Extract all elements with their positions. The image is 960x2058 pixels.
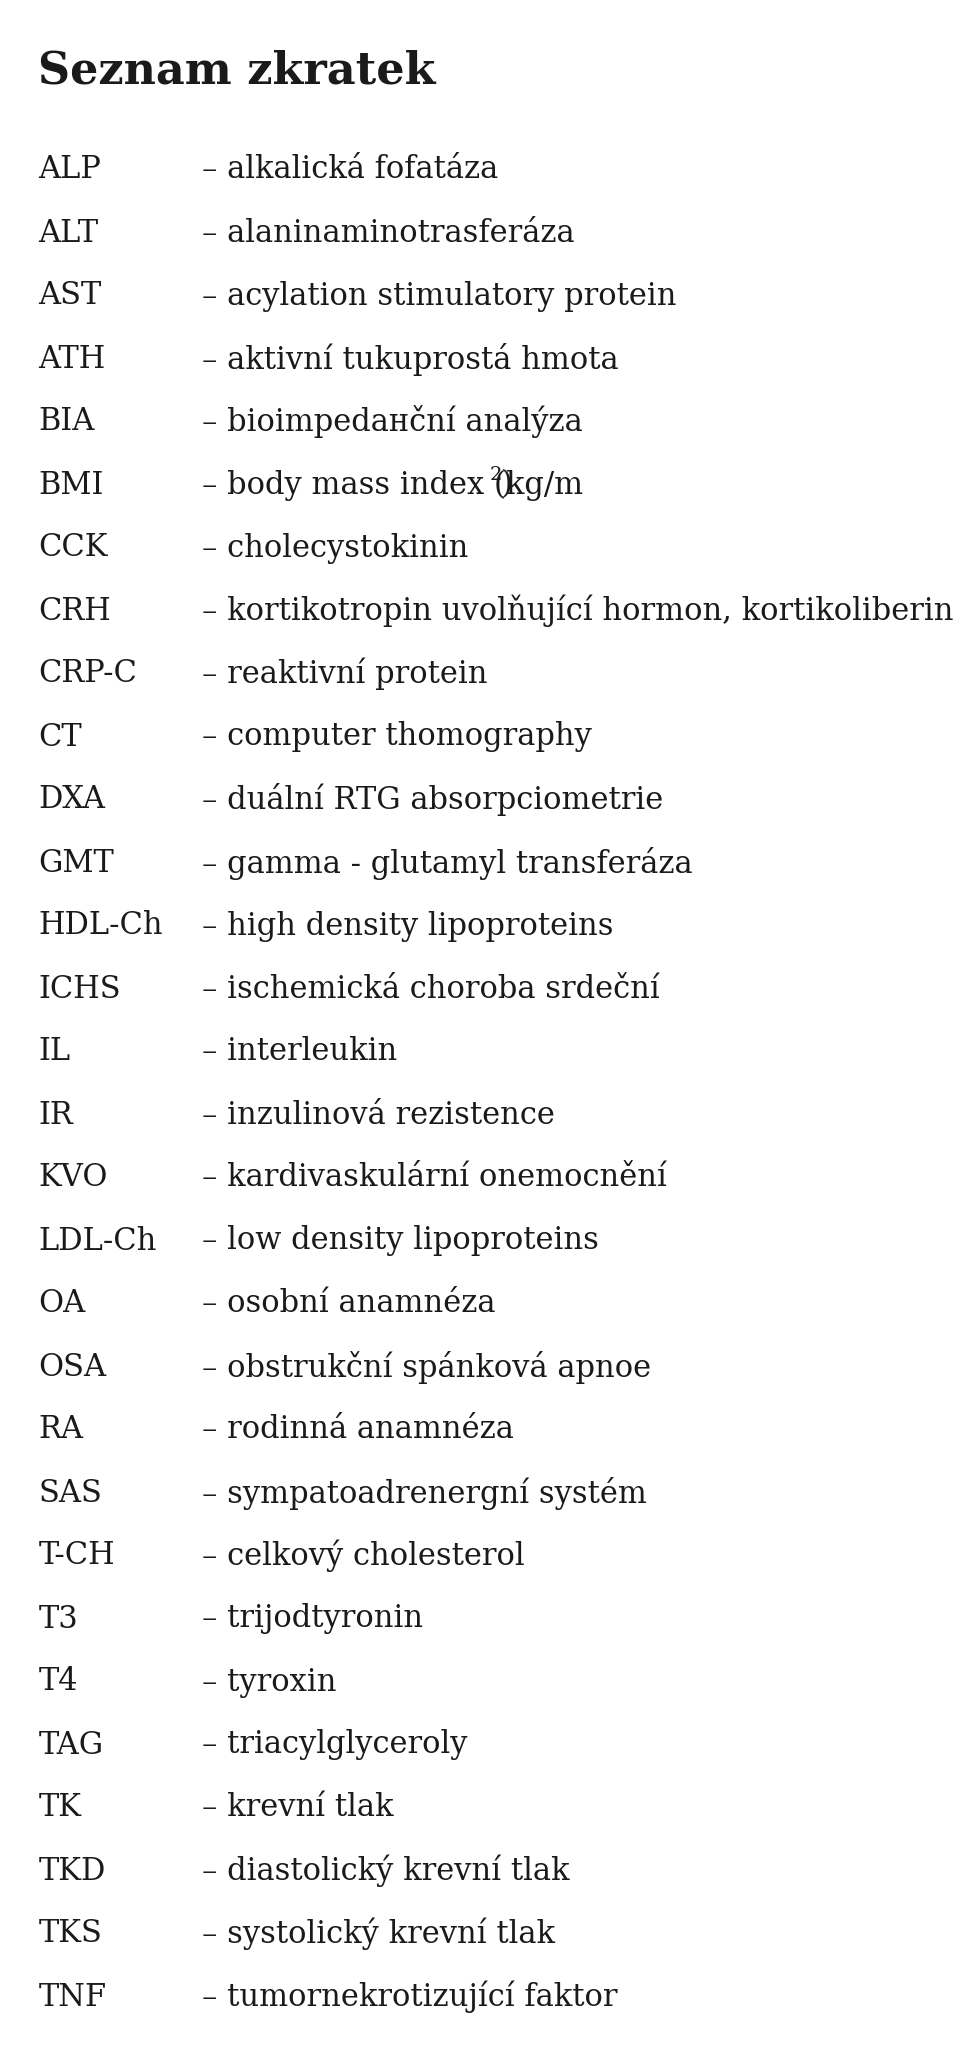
Text: RA: RA: [38, 1414, 84, 1445]
Text: – systolický krevní tlak: – systolický krevní tlak: [202, 1918, 555, 1951]
Text: – gamma - glutamyl transferáza: – gamma - glutamyl transferáza: [202, 846, 692, 879]
Text: ATH: ATH: [38, 344, 106, 375]
Text: CRH: CRH: [38, 595, 111, 626]
Text: TKD: TKD: [38, 1856, 106, 1887]
Text: ICHS: ICHS: [38, 973, 121, 1004]
Text: – high density lipoproteins: – high density lipoproteins: [202, 910, 613, 941]
Text: DXA: DXA: [38, 784, 106, 815]
Text: BMI: BMI: [38, 469, 104, 500]
Text: LDL-Ch: LDL-Ch: [38, 1225, 156, 1257]
Text: IR: IR: [38, 1099, 73, 1130]
Text: – duální RTG absorpciometrie: – duální RTG absorpciometrie: [202, 784, 662, 817]
Text: – alaninaminotrasferáza: – alaninaminotrasferáza: [202, 218, 574, 249]
Text: ): ): [500, 469, 513, 500]
Text: TK: TK: [38, 1793, 82, 1823]
Text: TKS: TKS: [38, 1918, 103, 1949]
Text: CRP-C: CRP-C: [38, 659, 137, 689]
Text: – kortikotropin uvolňující hormon, kortikoliberin: – kortikotropin uvolňující hormon, korti…: [202, 595, 953, 628]
Text: T4: T4: [38, 1667, 78, 1698]
Text: IL: IL: [38, 1037, 70, 1068]
Text: BIA: BIA: [38, 407, 95, 438]
Text: – tyroxin: – tyroxin: [202, 1667, 336, 1698]
Text: – cholecystokinin: – cholecystokinin: [202, 533, 468, 564]
Text: – ischemická choroba srdeční: – ischemická choroba srdeční: [202, 973, 660, 1004]
Text: – trijodtyronin: – trijodtyronin: [202, 1603, 422, 1634]
Text: 2: 2: [490, 465, 502, 484]
Text: – obstrukční spánková apnoe: – obstrukční spánková apnoe: [202, 1350, 651, 1383]
Text: – celkový cholesterol: – celkový cholesterol: [202, 1539, 524, 1572]
Text: SAS: SAS: [38, 1478, 103, 1509]
Text: ALT: ALT: [38, 218, 99, 249]
Text: KVO: KVO: [38, 1163, 108, 1194]
Text: – sympatoadrenergní systém: – sympatoadrenergní systém: [202, 1476, 646, 1509]
Text: TAG: TAG: [38, 1729, 104, 1760]
Text: – body mass index (kg/m: – body mass index (kg/m: [202, 469, 583, 500]
Text: – tumornekrotizující faktor: – tumornekrotizující faktor: [202, 1980, 617, 2013]
Text: – kardivaskulární onemocnění: – kardivaskulární onemocnění: [202, 1163, 666, 1194]
Text: – reaktivní protein: – reaktivní protein: [202, 659, 487, 689]
Text: CCK: CCK: [38, 533, 108, 564]
Text: CT: CT: [38, 722, 82, 753]
Text: – inzulinová rezistence: – inzulinová rezistence: [202, 1099, 555, 1130]
Text: – krevní tlak: – krevní tlak: [202, 1793, 393, 1823]
Text: GMT: GMT: [38, 848, 114, 879]
Text: T-CH: T-CH: [38, 1541, 115, 1572]
Text: – acylation stimulatory protein: – acylation stimulatory protein: [202, 280, 676, 311]
Text: – computer thomography: – computer thomography: [202, 722, 591, 753]
Text: HDL-Ch: HDL-Ch: [38, 910, 163, 941]
Text: – alkalická fofatáza: – alkalická fofatáza: [202, 154, 498, 185]
Text: Seznam zkratek: Seznam zkratek: [38, 49, 436, 93]
Text: – osobní anamnéza: – osobní anamnéza: [202, 1288, 495, 1319]
Text: OA: OA: [38, 1288, 85, 1319]
Text: – rodinná anamnéza: – rodinná anamnéza: [202, 1414, 514, 1445]
Text: – triacylglyceroly: – triacylglyceroly: [202, 1729, 468, 1760]
Text: – low density lipoproteins: – low density lipoproteins: [202, 1225, 598, 1257]
Text: TNF: TNF: [38, 1982, 107, 2013]
Text: ALP: ALP: [38, 154, 101, 185]
Text: – diastolický krevní tlak: – diastolický krevní tlak: [202, 1854, 569, 1887]
Text: T3: T3: [38, 1603, 78, 1634]
Text: – interleukin: – interleukin: [202, 1037, 396, 1068]
Text: AST: AST: [38, 280, 102, 311]
Text: – bioimpedанční analýza: – bioimpedанční analýza: [202, 405, 583, 438]
Text: OSA: OSA: [38, 1352, 107, 1383]
Text: – aktivní tukuprostá hmota: – aktivní tukuprostá hmota: [202, 342, 618, 375]
